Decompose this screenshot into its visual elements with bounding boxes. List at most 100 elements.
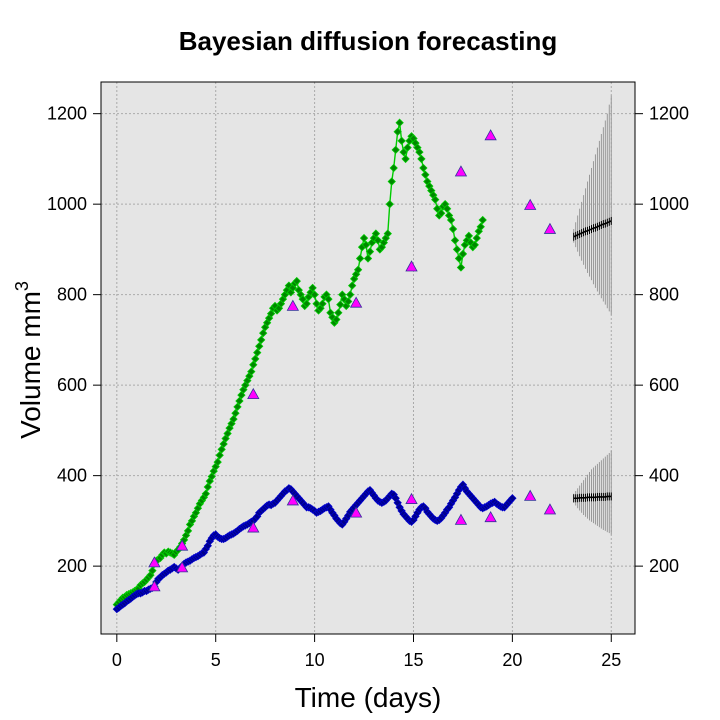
y-axis-right: 200 400 600 800 1000 1200: [635, 104, 689, 576]
series-point-0: [336, 300, 345, 309]
y-axis-label-superscript: 3: [12, 281, 32, 291]
observation-point-green: [523, 198, 537, 210]
series-point-0: [452, 245, 462, 254]
series-point-0: [344, 297, 353, 306]
observation-point-green: [286, 299, 300, 311]
y-tick-label-left: 800: [57, 285, 87, 305]
series-point-0: [419, 163, 428, 173]
series-point-0: [308, 283, 317, 293]
x-axis-label: Time (days): [295, 682, 442, 713]
y-tick-label-left: 200: [57, 556, 87, 576]
series-point-0: [421, 170, 430, 179]
series-point-0: [233, 402, 242, 412]
series-point-0: [395, 118, 404, 127]
series-point-0: [433, 204, 442, 213]
observation-point-green: [405, 260, 418, 272]
x-tick-label: 5: [211, 650, 221, 670]
x-axis: 0 5 10 15 20 25: [112, 634, 621, 670]
series-point-0: [148, 566, 157, 575]
observation-point-green: [175, 539, 189, 551]
series-point-0: [201, 489, 210, 498]
x-tick-label: 25: [601, 650, 621, 670]
series-point-0: [417, 154, 426, 164]
observation-point-green: [454, 165, 468, 177]
series-point-0: [284, 281, 294, 290]
y-tick-label-left: 1000: [47, 194, 87, 214]
series-point-0: [259, 328, 268, 338]
series-point-0: [389, 163, 398, 173]
series-point-0: [310, 290, 319, 299]
series-point-0: [255, 342, 264, 351]
x-tick-label: 10: [305, 650, 325, 670]
series-point-0: [266, 309, 276, 318]
series-point-0: [365, 247, 375, 256]
series-point-1: [508, 494, 517, 503]
series-point-0: [348, 281, 357, 290]
observation-point-blue: [454, 513, 468, 525]
y-tick-label-left: 400: [57, 466, 87, 486]
series-point-0: [213, 457, 222, 467]
series-point-0: [472, 233, 481, 243]
series-point-0: [403, 143, 412, 152]
series-point-0: [249, 360, 258, 369]
series-point-0: [464, 231, 474, 241]
series-point-0: [346, 290, 355, 299]
series-point-0: [437, 209, 446, 218]
series-point-0: [298, 295, 307, 304]
series-point-0: [399, 147, 408, 157]
series-point-0: [332, 315, 341, 324]
series-point-0: [253, 348, 262, 357]
series-point-0: [446, 215, 456, 225]
observation-point-blue: [286, 494, 300, 506]
series-point-0: [450, 236, 460, 245]
series-point-0: [478, 215, 487, 225]
y-tick-label-right: 800: [649, 285, 679, 305]
series-point-0: [318, 299, 327, 308]
y-tick-label-right: 1200: [649, 104, 689, 124]
plot-frame: [100, 81, 636, 635]
y-axis-label: Volume mm3: [12, 281, 46, 439]
observation-markers: [148, 129, 557, 592]
observation-point-green: [247, 387, 260, 399]
forecast-layer: [573, 95, 612, 535]
series-point-0: [361, 240, 371, 250]
observation-point-blue: [484, 510, 497, 523]
series-point-0: [476, 222, 485, 231]
y-axis-left: 200 400 600 800 1000 1200: [47, 104, 101, 576]
series-point-0: [383, 229, 392, 238]
series-point-0: [355, 254, 365, 263]
observation-point-blue: [349, 506, 363, 518]
series-point-0: [235, 396, 244, 406]
series-point-0: [458, 249, 468, 259]
series-point-0: [292, 276, 301, 286]
observation-point-blue: [148, 580, 161, 592]
observation-point-blue: [523, 489, 537, 501]
plot-area: [101, 82, 635, 634]
series-point-0: [363, 254, 373, 263]
y-tick-label-right: 400: [649, 466, 679, 486]
series-point-0: [183, 526, 193, 536]
series-point-0: [223, 429, 232, 438]
series-point-0: [371, 229, 381, 238]
series-point-0: [324, 295, 333, 304]
series-point-0: [334, 308, 343, 317]
series-point-0: [454, 254, 464, 263]
series-point-0: [231, 409, 240, 418]
series-point-0: [359, 233, 369, 243]
series-point-0: [353, 265, 363, 274]
observation-point-green: [543, 222, 557, 234]
series-point-0: [391, 145, 400, 155]
y-axis-label-text: Volume mm: [15, 291, 46, 439]
series-point-0: [387, 177, 396, 186]
observation-point-blue: [543, 503, 557, 515]
series-point-0: [247, 367, 256, 376]
y-tick-label-right: 200: [649, 556, 679, 576]
observation-point-green: [484, 129, 497, 141]
series-point-0: [470, 240, 479, 250]
series-point-0: [203, 482, 212, 492]
observation-point-blue: [175, 561, 189, 573]
series-point-0: [215, 451, 224, 460]
series-point-0: [221, 434, 230, 443]
series-point-0: [401, 154, 410, 164]
series-point-0: [373, 236, 383, 245]
